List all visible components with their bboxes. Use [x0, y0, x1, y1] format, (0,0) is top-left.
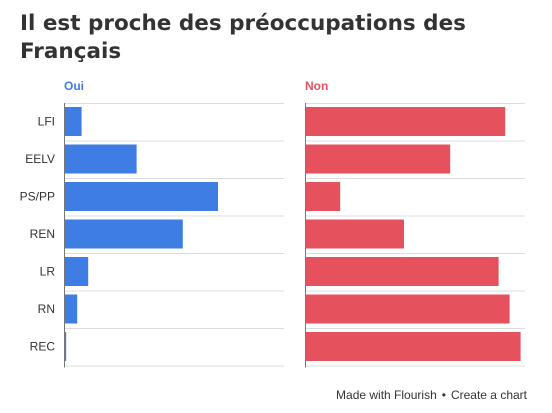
bar-oui-lr	[65, 257, 89, 286]
category-label-rn: RN	[38, 302, 55, 316]
bar-oui-ren	[65, 219, 183, 249]
bar-non-ps-pp	[306, 182, 341, 211]
category-label-ps-pp: PS/PP	[20, 190, 55, 204]
footer: Made with Flourish • Create a chart	[336, 388, 527, 402]
create-chart-link[interactable]: Create a chart	[450, 388, 527, 402]
panel-label-oui: Oui	[64, 79, 84, 93]
bar-non-ren	[306, 219, 404, 249]
bar-non-lfi	[306, 107, 506, 136]
bar-non-lr	[306, 257, 499, 286]
panel-label-non: Non	[305, 79, 329, 93]
category-label-eelv: EELV	[25, 152, 55, 166]
bar-oui-eelv	[65, 144, 137, 174]
category-label-ren: REN	[30, 227, 55, 241]
category-label-lr: LR	[40, 265, 56, 279]
category-label-rec: REC	[30, 340, 56, 354]
footer-separator: •	[441, 388, 446, 402]
bar-non-rec	[306, 332, 521, 361]
chart-title: Il est proche des préoccupations des Fra…	[20, 11, 466, 64]
bar-oui-ps-pp	[65, 182, 218, 211]
category-label-lfi: LFI	[38, 115, 55, 129]
bar-oui-rec	[65, 332, 67, 361]
bar-oui-lfi	[65, 107, 82, 136]
made-with-flourish-link[interactable]: Made with Flourish	[336, 388, 437, 402]
bar-non-rn	[306, 294, 510, 324]
bar-oui-rn	[65, 294, 78, 324]
bar-non-eelv	[306, 144, 451, 174]
